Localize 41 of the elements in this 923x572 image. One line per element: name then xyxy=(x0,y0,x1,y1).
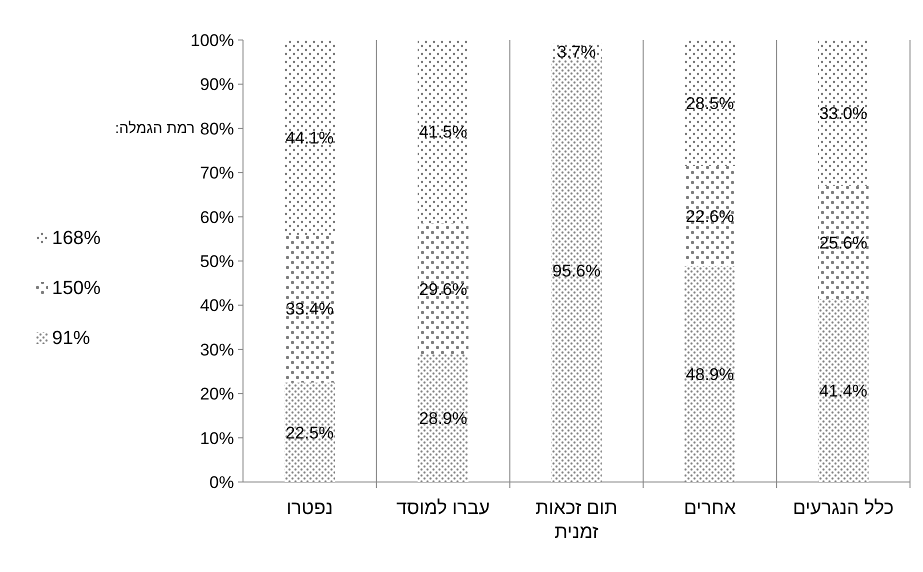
data-label: 29.6% xyxy=(419,280,468,299)
bar xyxy=(551,59,602,482)
data-label: 22.6% xyxy=(686,206,734,226)
y-tick-label: 40% xyxy=(200,296,234,316)
data-label: 3.7% xyxy=(557,42,596,62)
data-label: 33.4% xyxy=(286,300,334,319)
x-tick-label: עברו למוסד xyxy=(396,498,490,519)
y-tick-label: 80% xyxy=(200,119,234,138)
legend-label: 91% xyxy=(52,328,90,349)
y-tick-label: 20% xyxy=(200,384,234,404)
bar xyxy=(818,299,869,482)
x-tick-label: תום זכאות זמנית xyxy=(536,498,618,543)
y-tick-label: 50% xyxy=(200,252,234,271)
data-label: 33.0% xyxy=(819,104,868,123)
data-label: 28.9% xyxy=(419,409,468,428)
y-tick-label: 100% xyxy=(190,31,234,50)
y-tick-label: 0% xyxy=(209,473,234,492)
data-label: 44.1% xyxy=(286,128,334,148)
legend-label: 150% xyxy=(52,278,101,299)
bar xyxy=(284,382,336,482)
y-tick-label: 90% xyxy=(200,75,234,94)
data-label: 41.5% xyxy=(419,122,468,142)
bar xyxy=(684,266,736,482)
data-label: 28.5% xyxy=(686,94,734,113)
legend-title: רמת הגמלה: xyxy=(115,120,195,137)
data-label: 95.6% xyxy=(552,262,601,281)
x-tick-label: כלל הנגרעים xyxy=(792,498,894,519)
x-tick-label: נפטרו xyxy=(286,498,333,519)
bar xyxy=(418,354,468,482)
legend-label: 168% xyxy=(52,228,101,249)
bar xyxy=(284,234,336,383)
data-label: 22.5% xyxy=(286,423,334,442)
y-tick-label: 60% xyxy=(200,208,234,227)
data-label: 48.9% xyxy=(686,364,734,384)
y-tick-label: 70% xyxy=(200,164,234,183)
x-tick-label: אחרים xyxy=(684,498,736,519)
data-label: 41.4% xyxy=(819,382,868,401)
y-tick-label: 10% xyxy=(200,428,234,448)
bar xyxy=(818,40,869,186)
data-label: 25.6% xyxy=(819,233,868,252)
y-tick-label: 30% xyxy=(200,340,234,360)
